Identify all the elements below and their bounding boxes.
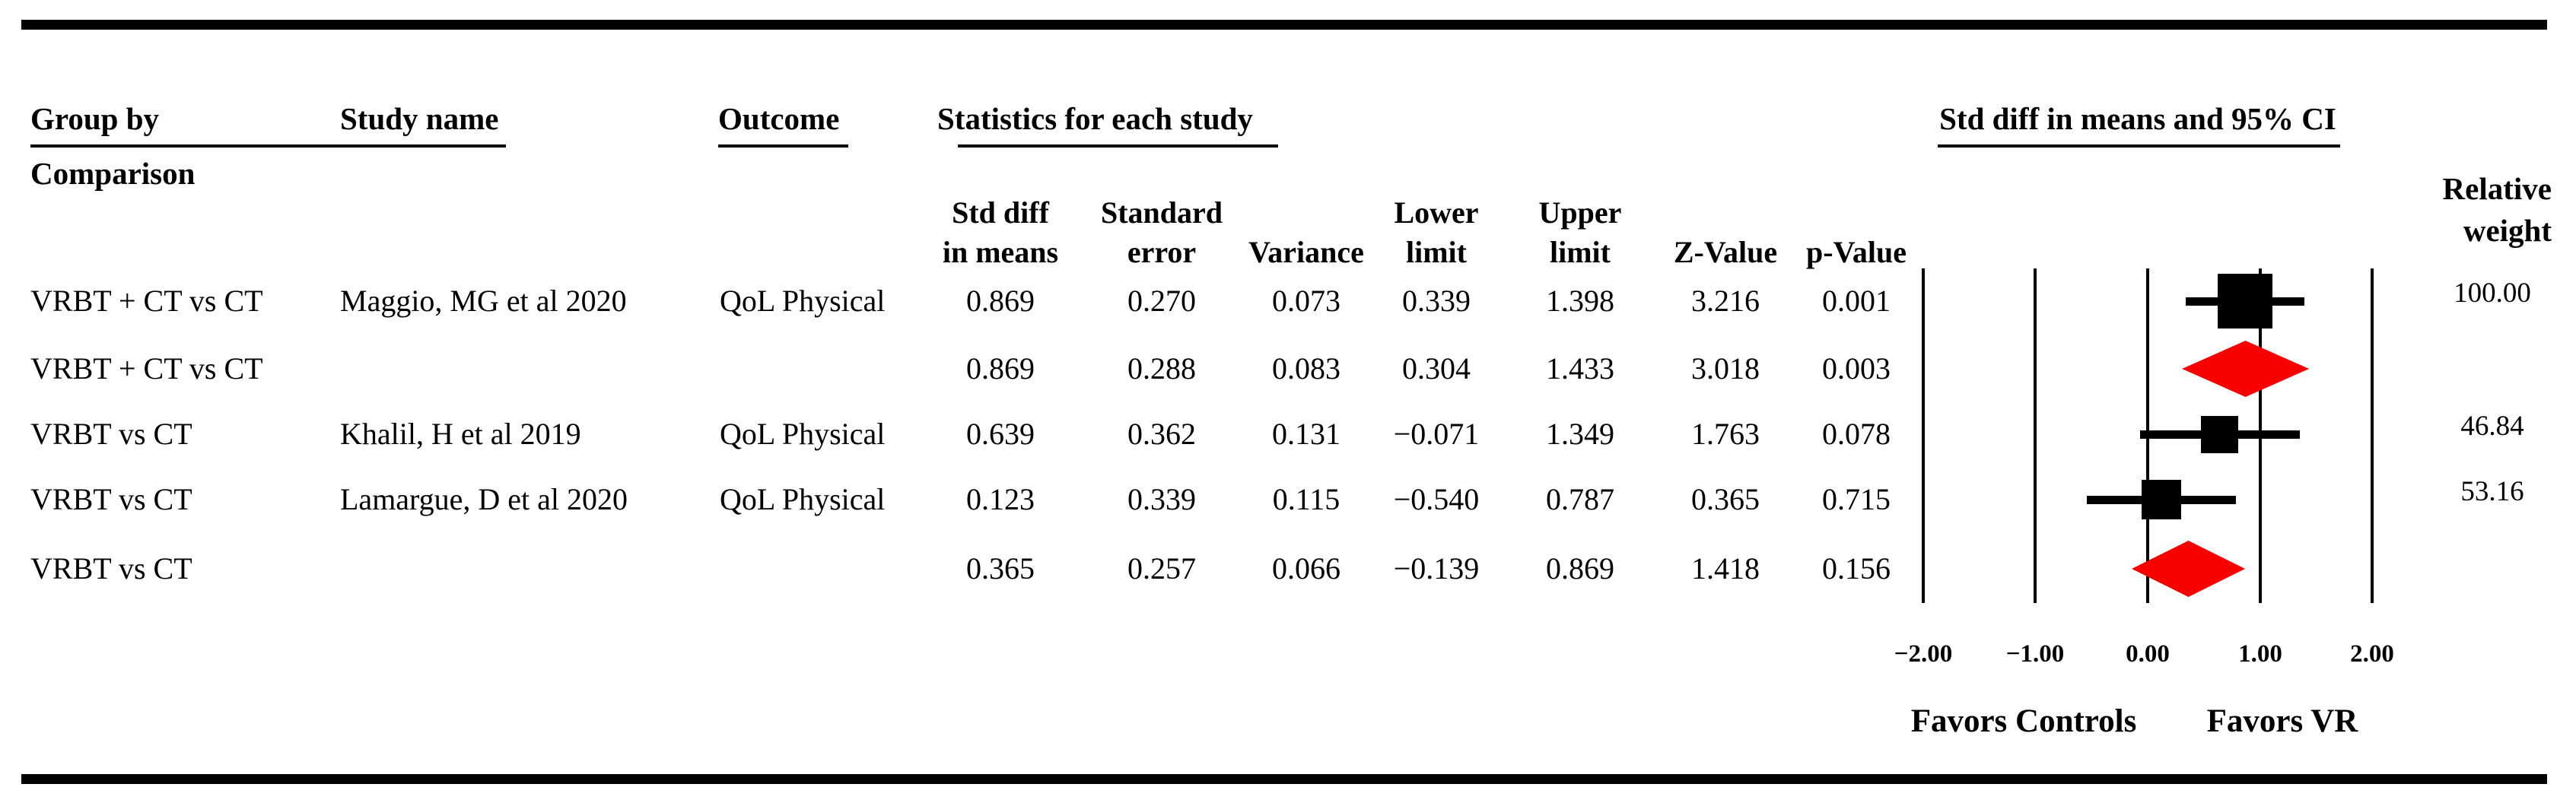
x-tick-label: −2.00 bbox=[1894, 640, 1953, 668]
top-rule bbox=[21, 20, 2547, 30]
axis-gridline bbox=[2034, 268, 2037, 603]
cell-lower: 0.339 bbox=[1402, 284, 1471, 318]
favors-vr-label: Favors VR bbox=[2206, 703, 2358, 739]
cell-variance: 0.083 bbox=[1272, 351, 1340, 386]
cell-std-diff: 0.869 bbox=[966, 351, 1035, 386]
cell-z: 1.418 bbox=[1691, 551, 1760, 586]
col-header-group-by: Group by bbox=[30, 101, 160, 136]
cell-group: VRBT + CT vs CT bbox=[30, 351, 263, 386]
cell-group: VRBT + CT vs CT bbox=[30, 284, 263, 318]
cell-group: VRBT vs CT bbox=[30, 417, 192, 451]
study-point-square bbox=[2142, 480, 2181, 519]
col-header-lower-line2: limit bbox=[1406, 235, 1467, 269]
col-header-std-err-line1: Standard bbox=[1100, 195, 1223, 230]
cell-relative-weight: 53.16 bbox=[2460, 476, 2524, 507]
cell-std-diff: 0.869 bbox=[966, 284, 1035, 318]
col-header-study-name: Study name bbox=[340, 101, 499, 136]
cell-relative-weight: 46.84 bbox=[2460, 411, 2524, 442]
cell-upper: 1.433 bbox=[1546, 351, 1614, 386]
col-header-relative: Relative bbox=[2442, 171, 2552, 206]
cell-lower: −0.139 bbox=[1393, 551, 1480, 586]
cell-p: 0.003 bbox=[1822, 351, 1891, 386]
cell-upper: 0.787 bbox=[1546, 482, 1614, 516]
col-header-p-value: p-Value bbox=[1806, 235, 1907, 269]
cell-variance: 0.131 bbox=[1272, 417, 1340, 451]
x-tick-label: 1.00 bbox=[2238, 640, 2282, 668]
cell-group: VRBT vs CT bbox=[30, 482, 192, 516]
col-header-z-value: Z-Value bbox=[1673, 235, 1778, 269]
x-tick-label: −1.00 bbox=[2005, 640, 2065, 668]
col-header-std-err-line2: error bbox=[1127, 235, 1197, 269]
underline-group-study bbox=[30, 144, 506, 148]
col-header-comparison: Comparison bbox=[30, 156, 196, 191]
col-header-variance: Variance bbox=[1248, 235, 1364, 269]
cell-outcome: QoL Physical bbox=[720, 417, 886, 451]
cell-study: Lamargue, D et al 2020 bbox=[340, 482, 628, 516]
cell-lower: −0.540 bbox=[1393, 482, 1480, 516]
cell-std-err: 0.362 bbox=[1127, 417, 1196, 451]
col-header-std-diff-line1: Std diff bbox=[952, 195, 1049, 230]
cell-z: 3.216 bbox=[1691, 284, 1760, 318]
cell-p: 0.156 bbox=[1822, 551, 1891, 586]
cell-upper: 1.398 bbox=[1546, 284, 1614, 318]
cell-outcome: QoL Physical bbox=[720, 284, 886, 318]
bottom-rule bbox=[21, 774, 2547, 784]
cell-study: Khalil, H et al 2019 bbox=[340, 417, 581, 451]
cell-z: 3.018 bbox=[1691, 351, 1760, 386]
col-header-weight: weight bbox=[2463, 213, 2552, 248]
cell-outcome: QoL Physical bbox=[720, 482, 886, 516]
cell-variance: 0.115 bbox=[1272, 482, 1340, 516]
cell-lower: 0.304 bbox=[1402, 351, 1471, 386]
cell-z: 1.763 bbox=[1691, 417, 1760, 451]
col-header-upper-line2: limit bbox=[1550, 235, 1611, 269]
cell-upper: 0.869 bbox=[1546, 551, 1614, 586]
cell-z: 0.365 bbox=[1691, 482, 1760, 516]
col-header-std-diff-line2: in means bbox=[942, 235, 1059, 269]
cell-std-err: 0.288 bbox=[1127, 351, 1196, 386]
cell-std-diff: 0.639 bbox=[966, 417, 1035, 451]
cell-p: 0.715 bbox=[1822, 482, 1891, 516]
x-tick-label: 2.00 bbox=[2350, 640, 2394, 668]
cell-std-err: 0.257 bbox=[1127, 551, 1196, 586]
cell-group: VRBT vs CT bbox=[30, 551, 192, 586]
col-header-statistics-group: Statistics for each study bbox=[937, 101, 1253, 136]
col-header-ci-group: Std diff in means and 95% CI bbox=[1939, 101, 2336, 136]
cell-study: Maggio, MG et al 2020 bbox=[340, 284, 627, 318]
cell-std-diff: 0.123 bbox=[966, 482, 1035, 516]
axis-gridline bbox=[1922, 268, 1925, 603]
col-header-lower-line1: Lower bbox=[1394, 195, 1479, 230]
study-point-square bbox=[2201, 416, 2238, 453]
cell-lower: −0.071 bbox=[1393, 417, 1480, 451]
underline-statistics bbox=[958, 144, 1278, 148]
underline-outcome bbox=[718, 144, 848, 148]
study-point-square bbox=[2218, 274, 2272, 328]
col-header-outcome: Outcome bbox=[718, 101, 840, 136]
col-header-upper-line1: Upper bbox=[1538, 195, 1622, 230]
cell-std-err: 0.270 bbox=[1127, 284, 1196, 318]
cell-relative-weight: 100.00 bbox=[2454, 278, 2531, 309]
favors-controls-label: Favors Controls bbox=[1910, 703, 2137, 739]
cell-variance: 0.066 bbox=[1272, 551, 1340, 586]
cell-p: 0.001 bbox=[1822, 284, 1891, 318]
cell-upper: 1.349 bbox=[1546, 417, 1614, 451]
cell-variance: 0.073 bbox=[1272, 284, 1340, 318]
cell-std-err: 0.339 bbox=[1127, 482, 1196, 516]
underline-ci-group bbox=[1938, 144, 2340, 148]
summary-diamond bbox=[2182, 341, 2309, 397]
cell-p: 0.078 bbox=[1822, 417, 1891, 451]
axis-gridline bbox=[2371, 268, 2374, 603]
x-tick-label: 0.00 bbox=[2126, 640, 2170, 668]
cell-std-diff: 0.365 bbox=[966, 551, 1035, 586]
